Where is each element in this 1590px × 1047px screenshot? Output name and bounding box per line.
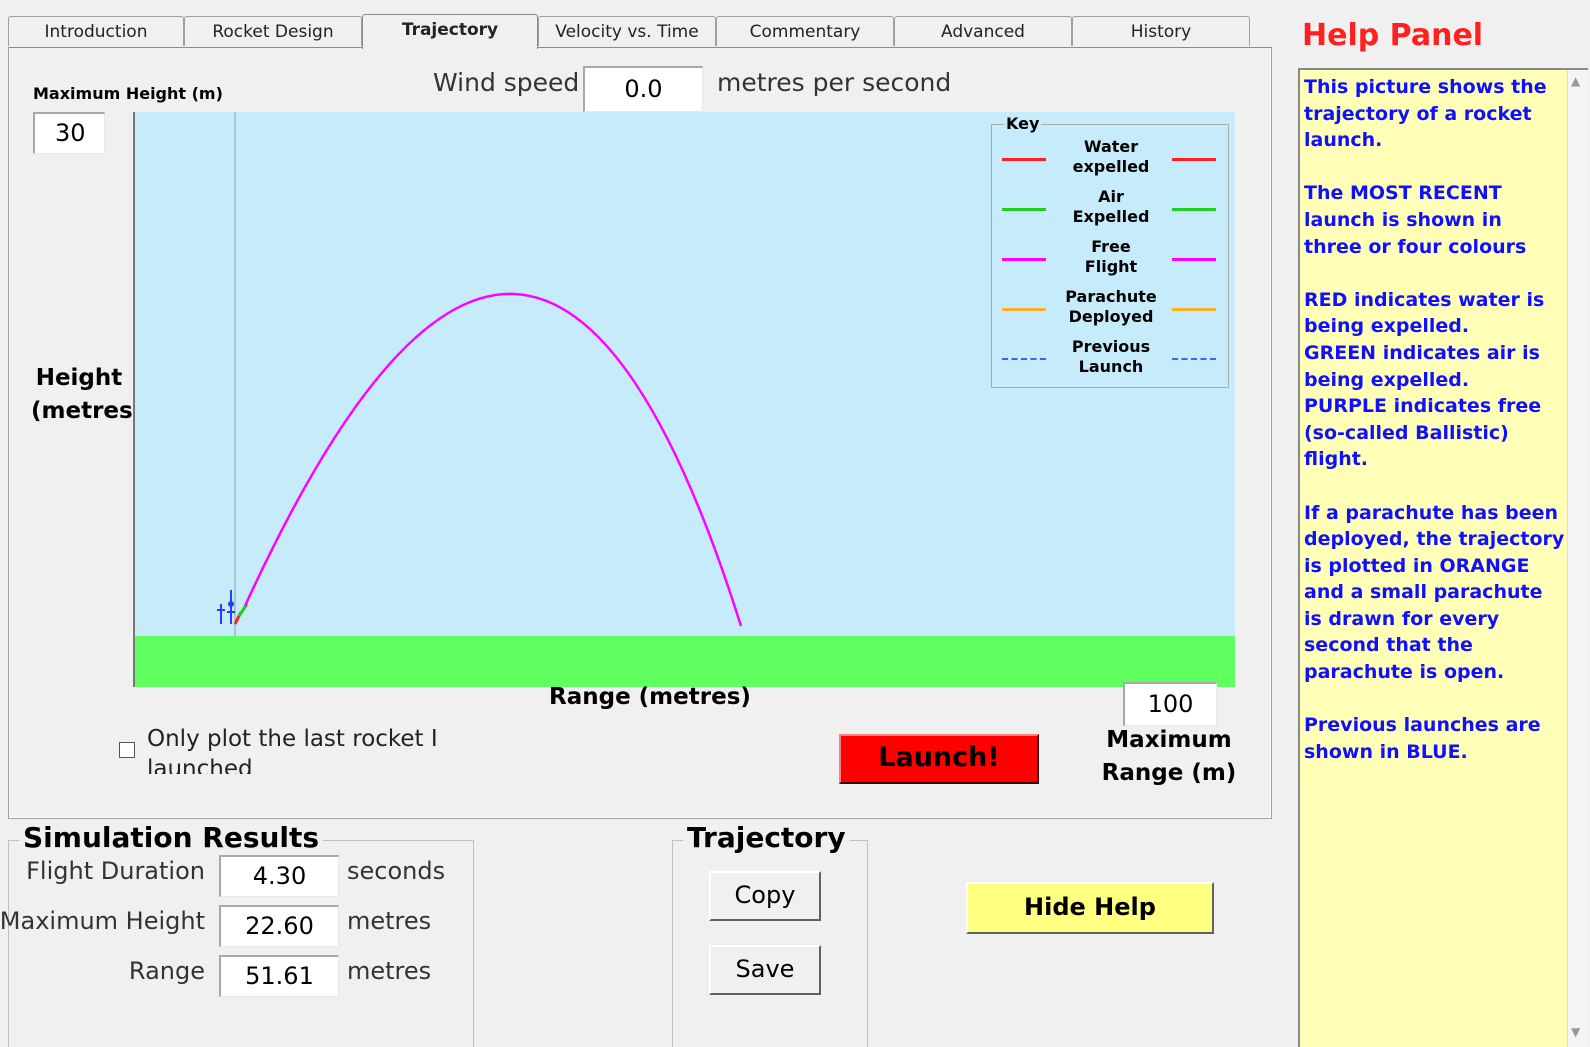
legend-item-previous: Previous Launch [992,337,1228,381]
legend-swatch-right [1172,208,1216,211]
legend-swatch-left [1002,158,1046,161]
max-height-result-value: 22.60 [219,905,339,947]
max-height-label: Maximum Height (m) [33,84,223,103]
free-flight-curve [243,292,743,627]
legend-text: Free Flight [1084,237,1138,276]
help-paragraph: GREEN indicates air is being expelled. [1304,341,1540,391]
trajectory-group-title: Trajectory [683,821,850,854]
help-paragraph: Previous launches are shown in BLUE. [1304,714,1541,763]
trajectory-panel: Maximum Height (m) 30 Wind speed 0.0 met… [8,47,1272,819]
legend-text: Air Expelled [1072,187,1150,226]
max-height-result-unit: metres [347,907,432,935]
max-height-input[interactable]: 30 [33,112,105,154]
hide-help-button[interactable]: Hide Help [966,882,1214,934]
flight-duration-label: Flight Duration [26,857,205,885]
legend-title: Key [1004,114,1042,133]
legend-swatch-left [1002,208,1046,211]
legend-swatch-left [1002,358,1046,360]
legend-item-water: Water expelled [992,137,1228,181]
rocket-icon [217,590,235,624]
simulation-results-title: Simulation Results [19,821,324,854]
help-paragraph: If a parachute has been deployed, the tr… [1304,501,1565,684]
legend-text: Parachute Deployed [1065,287,1157,326]
only-plot-last-label: Only plot the last rocket I launched [147,726,438,774]
tab-advanced[interactable]: Advanced [894,16,1072,46]
ground [135,636,1235,687]
help-panel: This picture shows the trajectory of a r… [1298,68,1588,1047]
tab-commentary[interactable]: Commentary [716,16,894,46]
help-text: This picture shows the trajectory of a r… [1304,74,1566,792]
max-range-input[interactable]: 100 [1123,682,1217,726]
flight-duration-value: 4.30 [219,855,339,897]
range-result-unit: metres [347,957,432,985]
legend-swatch-left [1002,308,1046,311]
trajectory-plot: Key Water expelled Air Expelled Free Flight… [133,112,1235,687]
tab-history[interactable]: History [1072,16,1250,46]
legend-swatch-right [1172,158,1216,161]
copy-button[interactable]: Copy [709,871,821,921]
scroll-down-icon[interactable]: ▼ [1571,1025,1581,1039]
tab-strip: Introduction Rocket Design Trajectory Ve… [8,14,1272,49]
y-axis-label-line2: (metres) [31,398,144,424]
legend-swatch-right [1172,308,1216,311]
legend-item-air: Air Expelled [992,187,1228,231]
help-scrollbar[interactable]: ▲ ▼ [1567,70,1588,1047]
legend-text: Water expelled [1072,137,1150,176]
range-result-label: Range [128,957,205,985]
help-panel-title: Help Panel [1302,18,1484,53]
legend-item-parachute: Parachute Deployed [992,287,1228,331]
simulation-results-group: Simulation Results Flight Duration 4.30 … [0,821,474,1047]
trajectory-svg [217,112,743,636]
max-height-result-label: Maximum Height [0,907,205,935]
help-paragraph: The MOST RECENT launch is shown in three… [1304,182,1527,258]
only-plot-last-checkbox[interactable] [119,742,135,758]
legend-swatch-right [1172,358,1216,360]
wind-speed-input[interactable]: 0.0 [583,66,703,112]
y-axis-label-line1: Height [35,365,123,391]
tab-trajectory[interactable]: Trajectory [362,14,538,49]
legend-swatch-right [1172,258,1216,261]
legend: Key Water expelled Air Expelled Free Flight… [991,114,1229,388]
y-axis-label: Height (metres) [31,362,144,428]
wind-speed-unit: metres per second [717,68,952,97]
tab-velocity-vs-time[interactable]: Velocity vs. Time [538,16,716,46]
wind-speed-label: Wind speed [433,68,580,97]
help-paragraph: This picture shows the trajectory of a r… [1304,76,1547,152]
range-result-value: 51.61 [219,955,339,997]
scroll-up-icon[interactable]: ▲ [1571,74,1581,88]
max-range-label: Maximum Range (m) [1101,727,1237,786]
help-paragraph: PURPLE indicates free (so-called Ballist… [1304,395,1542,471]
help-paragraph: RED indicates water is being expelled. [1304,288,1545,338]
tab-rocket-design[interactable]: Rocket Design [184,16,362,46]
flight-duration-unit: seconds [347,857,446,885]
save-button[interactable]: Save [709,945,821,995]
legend-item-free-flight: Free Flight [992,237,1228,281]
legend-swatch-left [1002,258,1046,261]
trajectory-group: Trajectory Copy Save [672,821,868,1047]
legend-text: Previous Launch [1071,337,1151,376]
tab-introduction[interactable]: Introduction [8,16,184,46]
launch-button[interactable]: Launch! [839,734,1039,784]
x-axis-label: Range (metres) [549,684,751,710]
